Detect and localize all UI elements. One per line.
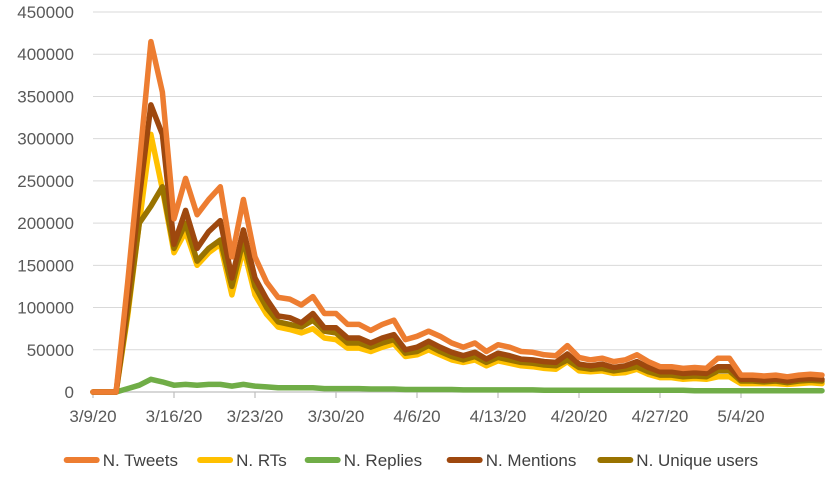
y-tick-label: 250000 (17, 172, 74, 191)
y-tick-label: 300000 (17, 130, 74, 149)
x-tick-label: 4/20/20 (551, 407, 608, 426)
legend-label: N. Mentions (486, 451, 577, 470)
x-tick-label: 4/13/20 (470, 407, 527, 426)
x-tick-label: 4/27/20 (632, 407, 689, 426)
y-tick-label: 100000 (17, 299, 74, 318)
y-tick-label: 450000 (17, 3, 74, 22)
x-tick-label: 3/16/20 (146, 407, 203, 426)
y-tick-label: 200000 (17, 214, 74, 233)
legend-item: N. Mentions (446, 451, 577, 470)
legend-item: N. RTs (197, 451, 287, 470)
legend: N. Tweets N. RTs N. Replies N. Mentions N. U… (63, 451, 758, 470)
y-tick-label: 0 (65, 383, 74, 402)
series-line-n-mentions (90, 102, 825, 395)
legend-item: N. Unique users (597, 451, 758, 470)
x-tick-label: 4/6/20 (393, 407, 440, 426)
gridlines (93, 11, 822, 351)
y-tick-label: 400000 (17, 45, 74, 64)
x-tick-label: 3/30/20 (308, 407, 365, 426)
legend-label: N. Unique users (636, 451, 758, 470)
legend-label: N. Tweets (103, 451, 178, 470)
legend-label: N. Replies (344, 451, 422, 470)
x-tick-label: 3/9/20 (69, 407, 116, 426)
series-line-n-replies (90, 376, 825, 395)
legend-label: N. RTs (236, 451, 287, 470)
x-tick-label: 3/23/20 (227, 407, 284, 426)
y-tick-label: 50000 (27, 341, 74, 360)
x-tick-label: 5/4/20 (717, 407, 764, 426)
series-line-n-tweets (90, 38, 825, 395)
y-axis-tick-labels: 0 50000 100000 150000 200000 250000 300000 3500… (17, 3, 74, 402)
series-line-n-unique-users (90, 184, 825, 395)
y-tick-label: 350000 (17, 87, 74, 106)
legend-item: N. Replies (304, 451, 422, 470)
legend-item: N. Tweets (63, 451, 178, 470)
y-tick-label: 150000 (17, 256, 74, 275)
x-axis: 3/9/20 3/16/20 3/23/20 3/30/20 4/6/20 4/13/20… (69, 391, 822, 426)
series-lines (90, 38, 825, 395)
